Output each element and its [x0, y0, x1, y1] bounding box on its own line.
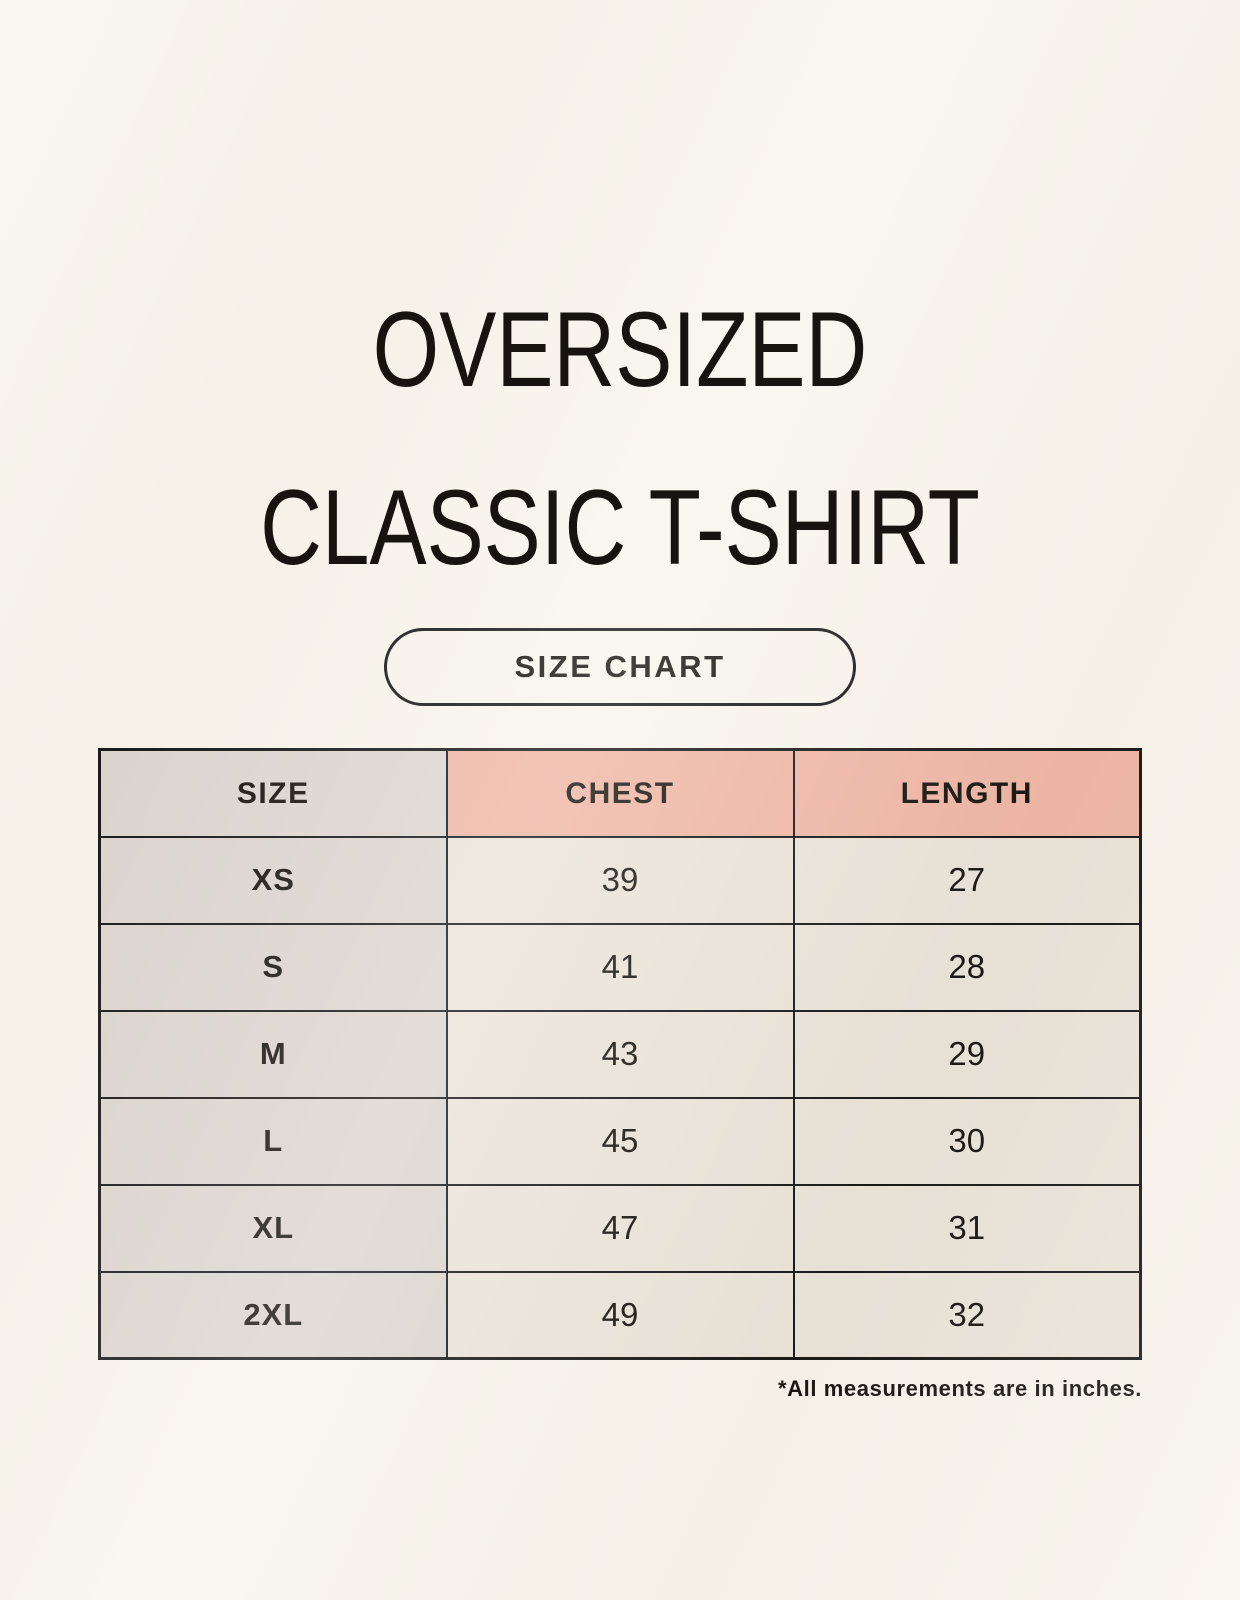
table-header-row: SIZE CHEST LENGTH — [98, 748, 1142, 838]
column-header-chest: CHEST — [445, 748, 795, 838]
size-chart-table: SIZE CHEST LENGTH XS 39 27 S 41 28 M — [98, 748, 1142, 1361]
size-label: L — [98, 1096, 448, 1186]
length-value: 32 — [792, 1270, 1142, 1360]
table-row-s: S 41 28 — [98, 922, 1142, 1012]
title-line-1: OVERSIZED — [372, 289, 868, 409]
length-value: 27 — [792, 835, 1142, 925]
column-header-length: LENGTH — [792, 748, 1142, 838]
size-chart-badge-button[interactable]: SIZE CHART — [384, 628, 856, 707]
table-row-xl: XL 47 31 — [98, 1183, 1142, 1273]
size-label: 2XL — [98, 1270, 448, 1360]
table-row-2xl: 2XL 49 32 — [98, 1270, 1142, 1360]
chest-value: 41 — [445, 922, 795, 1012]
size-label: XL — [98, 1183, 448, 1273]
size-label: S — [98, 922, 448, 1012]
size-chart-table-container: SIZE CHEST LENGTH XS 39 27 S 41 28 M — [98, 748, 1142, 1361]
page-title: OVERSIZED CLASSIC T-SHIRT — [124, 0, 1116, 581]
chest-value: 49 — [445, 1270, 795, 1360]
measurements-footnote: *All measurements are in inches. — [777, 1376, 1142, 1402]
size-label: M — [98, 1009, 448, 1099]
table-row-xs: XS 39 27 — [98, 835, 1142, 925]
chest-value: 39 — [445, 835, 795, 925]
length-value: 28 — [792, 922, 1142, 1012]
title-line-2: CLASSIC T-SHIRT — [260, 466, 980, 587]
length-value: 30 — [792, 1096, 1142, 1186]
table-row-l: L 45 30 — [98, 1096, 1142, 1186]
chest-value: 47 — [445, 1183, 795, 1273]
chest-value: 45 — [445, 1096, 795, 1186]
table-row-m: M 43 29 — [98, 1009, 1142, 1099]
length-value: 31 — [792, 1183, 1142, 1273]
size-label: XS — [98, 835, 448, 925]
column-header-size: SIZE — [98, 748, 448, 838]
chest-value: 43 — [445, 1009, 795, 1099]
length-value: 29 — [792, 1009, 1142, 1099]
